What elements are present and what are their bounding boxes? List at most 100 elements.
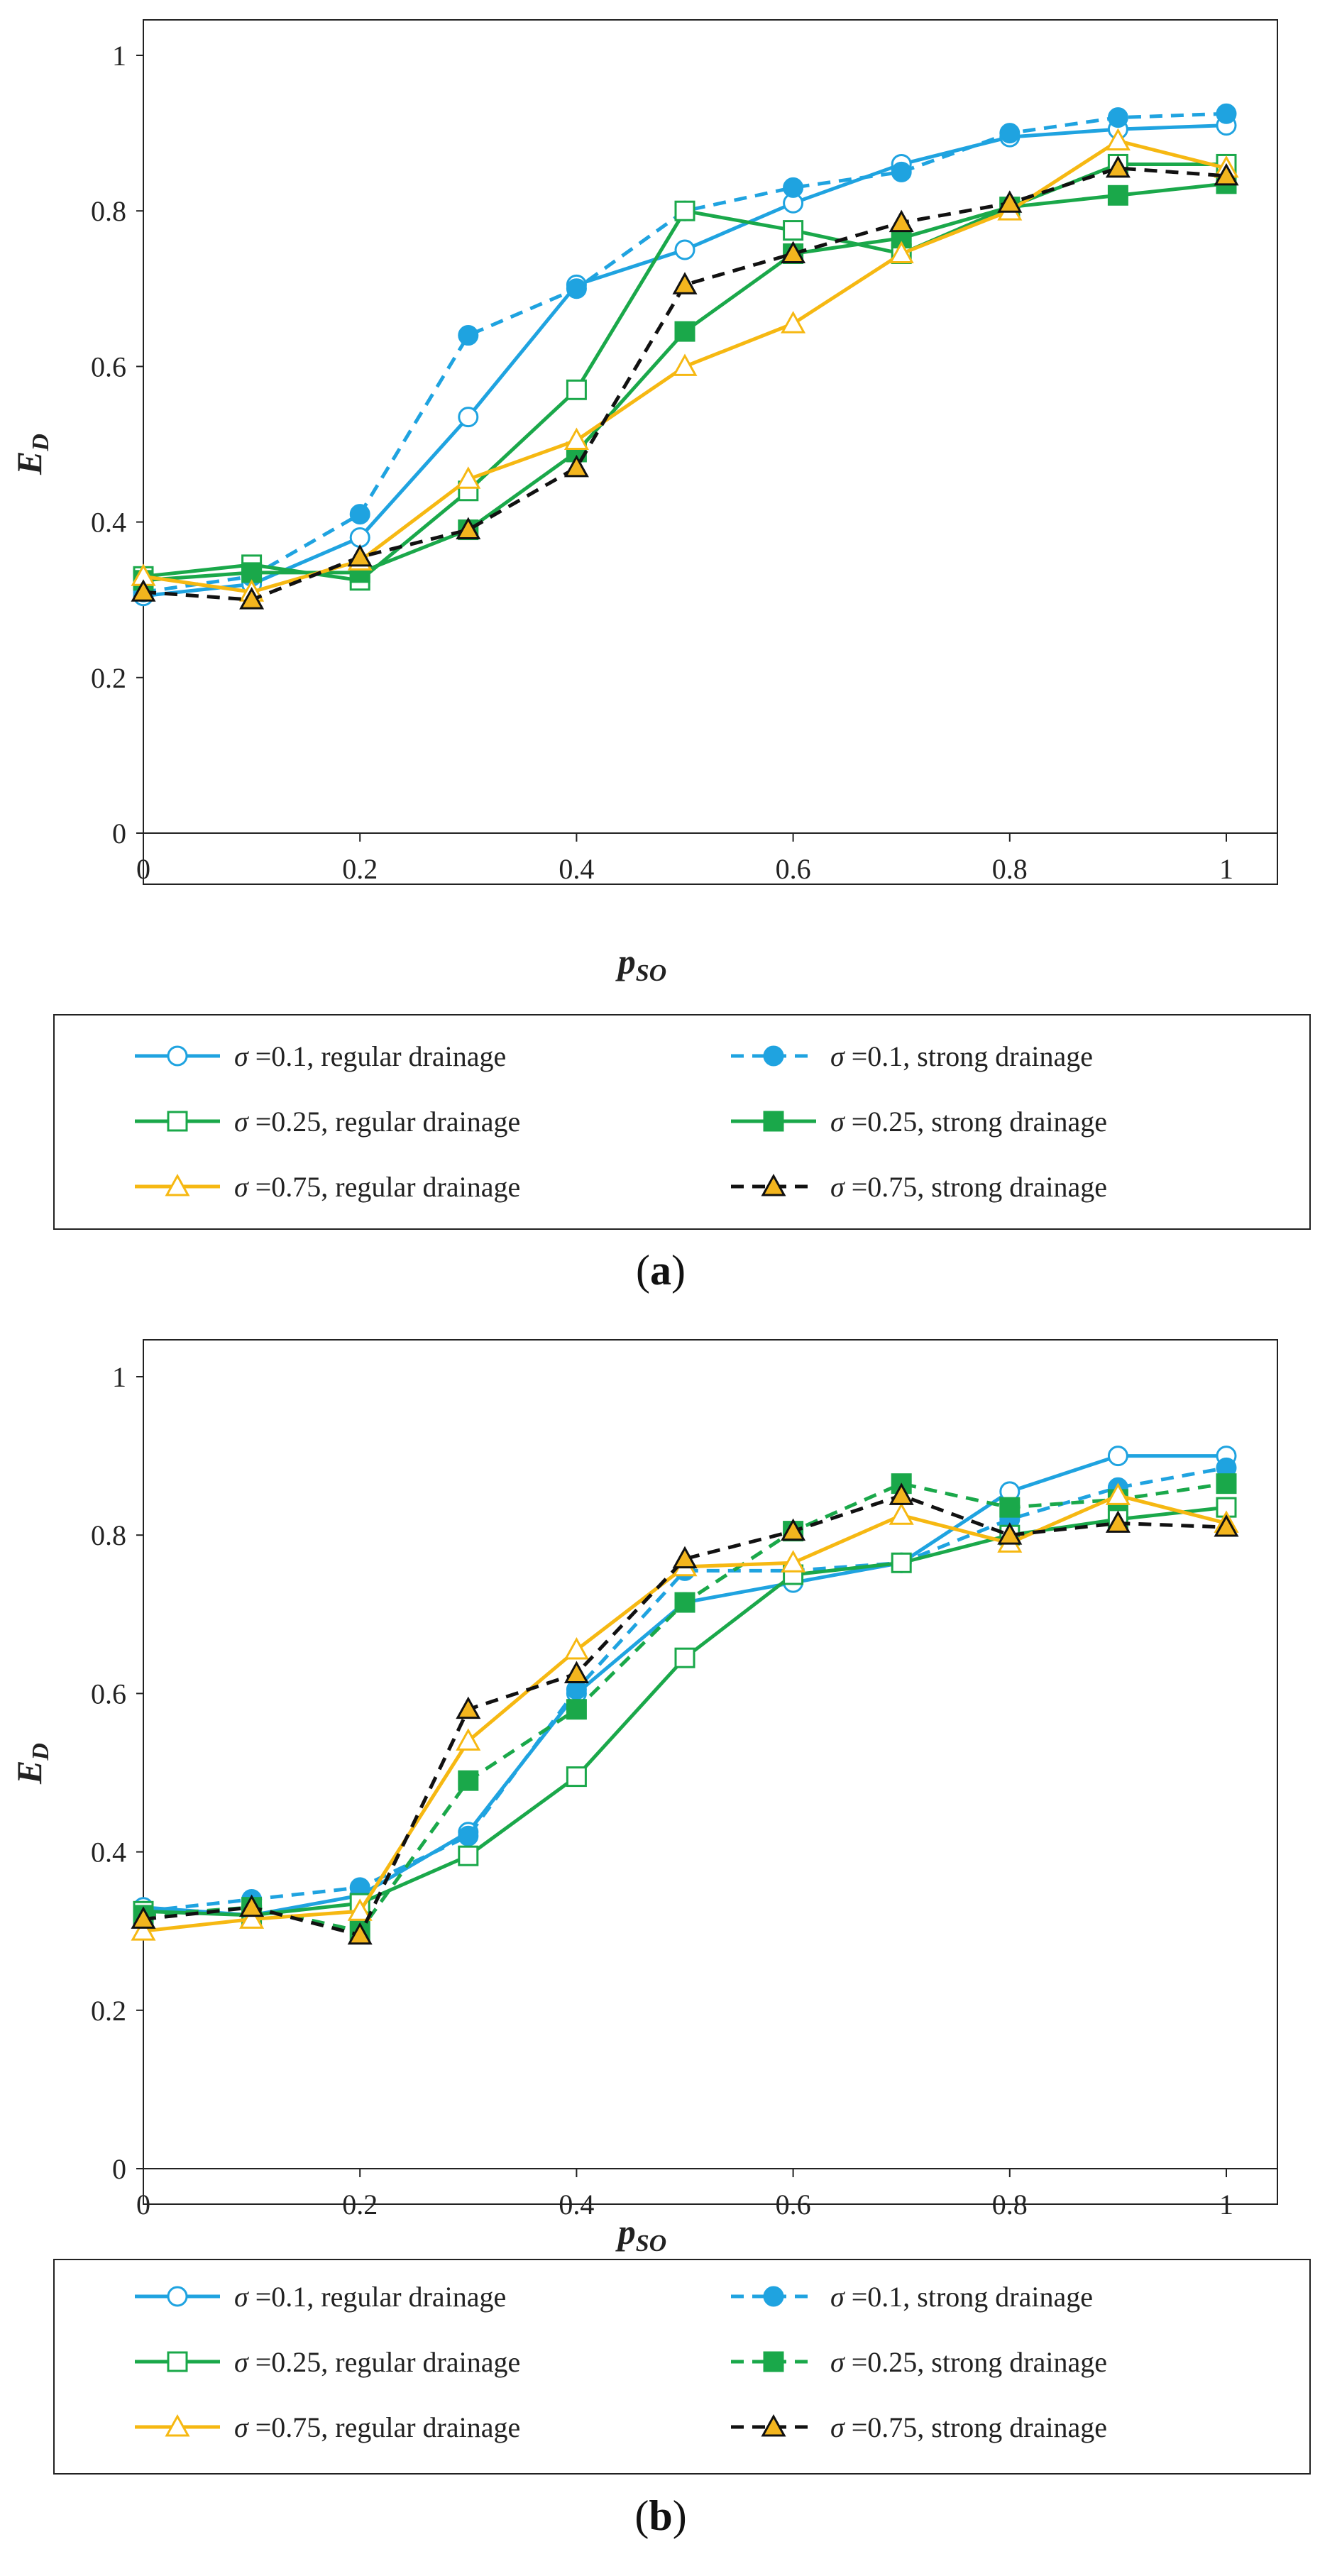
panel-b-point-s075-reg-0 bbox=[131, 1918, 156, 1941]
panel-a-legend-item-s075-reg: σ =0.75, regular drainage bbox=[135, 1171, 520, 1203]
panel-a-xtick-label-0: 0 bbox=[136, 853, 150, 885]
panel-a-point-s025-reg-4 bbox=[566, 379, 587, 400]
panel-b-legend-label-s025-str: σ =0.25, strong drainage bbox=[830, 2346, 1107, 2378]
panel-a-point-s01-str-10 bbox=[1216, 103, 1237, 124]
panel-a-legend-marker-s075-reg bbox=[165, 1173, 190, 1196]
panel-a-point-s075-reg-9 bbox=[1105, 128, 1131, 151]
panel-b-point-s075-str-10 bbox=[1214, 1514, 1239, 1537]
panel-a-legend: σ =0.1, regular drainage σ =0.1, strong d… bbox=[135, 1040, 1107, 1203]
panel-b-point-s075-reg-1 bbox=[239, 1906, 265, 1929]
panel-b-legend: σ =0.1, regular drainage σ =0.1, strong d… bbox=[135, 2281, 1107, 2443]
panel-b-legend-text-s075-str: =0.75, strong drainage bbox=[845, 2411, 1107, 2443]
panel-b-line-s01-str bbox=[143, 1465, 1227, 1913]
panel-a-point-s075-str-6 bbox=[781, 241, 806, 263]
panel-a-legend-text-s025-str: =0.25, strong drainage bbox=[845, 1106, 1107, 1138]
panel-a-point-s075-str-9 bbox=[1105, 155, 1131, 178]
panel-a-series-s075-str bbox=[131, 155, 1239, 610]
panel-a-xtick-label-4: 0.8 bbox=[992, 853, 1028, 885]
panel-a-legend-text-s075-str: =0.75, strong drainage bbox=[845, 1171, 1107, 1203]
panel-b-y-axis-title: ED bbox=[9, 1743, 54, 1785]
panel-a-point-s075-str-2 bbox=[347, 544, 373, 567]
panel-a-ytick-label-0: 0 bbox=[112, 818, 126, 849]
panel-a-label-letter: a bbox=[650, 1247, 671, 1294]
panel-a-point-s075-str-10 bbox=[1214, 163, 1239, 186]
panel-b-ytick-label-2: 0.4 bbox=[91, 1837, 126, 1868]
panel-b-legend-sigma-s01-str: σ bbox=[830, 2281, 845, 2313]
panel-a-legend-label-s025-str: σ =0.25, strong drainage bbox=[830, 1106, 1107, 1138]
panel-a-legend-item-s075-str: σ =0.75, strong drainage bbox=[731, 1171, 1107, 1203]
panel-b-y-axis-title-sub: D bbox=[28, 1743, 54, 1761]
panel-b-point-s075-str-9 bbox=[1105, 1510, 1131, 1533]
panel-a-legend-label-s075-str: σ =0.75, strong drainage bbox=[830, 1171, 1107, 1203]
panel-b-point-s025-reg-7 bbox=[891, 1552, 912, 1573]
panel-b-xtick-label-5: 1 bbox=[1219, 2189, 1233, 2220]
panel-b-point-s075-str-8 bbox=[997, 1522, 1023, 1545]
panel-a-point-s075-reg-4 bbox=[563, 427, 589, 450]
panel-b-legend-marker-s01-str bbox=[763, 2286, 784, 2307]
panel-a-legend-sigma-s075-str: σ bbox=[830, 1171, 845, 1203]
panel-b-point-s025-str-5 bbox=[674, 1592, 695, 1613]
panel-a-legend-marker-s025-reg bbox=[167, 1111, 188, 1132]
panel-b-legend-item-s01-str: σ =0.1, strong drainage bbox=[731, 2281, 1093, 2313]
panel-b-ytick-label-5: 1 bbox=[112, 1361, 126, 1393]
panel-a-ytick-label-3: 0.6 bbox=[91, 351, 126, 382]
panel-a-point-s075-str-5 bbox=[672, 272, 698, 295]
panel-a-point-s025-reg-6 bbox=[783, 220, 804, 241]
panel-a-point-s01-str-4 bbox=[566, 278, 587, 299]
panel-b-point-s075-str-4 bbox=[563, 1661, 589, 1683]
panel-b-point-s075-str-0 bbox=[131, 1906, 156, 1929]
panel-a-point-s025-str-5 bbox=[674, 321, 695, 342]
panel-b-xtick-label-1: 0.2 bbox=[342, 2189, 378, 2220]
panel-a-line-s075-str bbox=[143, 166, 1227, 602]
panel-b-legend-box bbox=[53, 2259, 1311, 2475]
panel-a-ytick-label-4: 0.8 bbox=[91, 195, 126, 227]
panel-a-point-s075-reg-3 bbox=[456, 466, 481, 489]
panel-a-point-s025-str-1 bbox=[241, 562, 263, 583]
panel-a-point-s01-str-6 bbox=[783, 177, 804, 198]
panel-b-legend-item-s01-reg: σ =0.1, regular drainage bbox=[135, 2281, 506, 2313]
panel-b-point-s01-reg-9 bbox=[1107, 1446, 1128, 1467]
panel-b-legend-text-s01-reg: =0.1, regular drainage bbox=[248, 2281, 507, 2313]
panel-a-legend-label-s075-reg: σ =0.75, regular drainage bbox=[234, 1171, 520, 1203]
panel-b-legend-sigma-s01-reg: σ bbox=[234, 2281, 249, 2313]
panel-a-point-s01-str-3 bbox=[458, 325, 479, 346]
panel-a-point-s01-reg-3 bbox=[458, 407, 479, 428]
panel-a-y-axis-title-main: E bbox=[9, 451, 49, 475]
panel-a-legend-text-s075-reg: =0.75, regular drainage bbox=[248, 1171, 521, 1203]
panel-b-legend-text-s025-str: =0.25, strong drainage bbox=[845, 2346, 1107, 2378]
svg-text:ED: ED bbox=[9, 1743, 54, 1785]
panel-b-ytick-label-4: 0.8 bbox=[91, 1519, 126, 1551]
panel-b-x-axis-title: pSO bbox=[615, 2212, 666, 2257]
panel-a-point-s01-str-7 bbox=[891, 161, 912, 182]
panel-b-legend-marker-s025-str bbox=[763, 2351, 784, 2372]
panel-a-y-axis-title-sub: D bbox=[28, 434, 54, 452]
panel-b-legend-marker-s075-str bbox=[761, 2413, 786, 2437]
panel-b-legend-label-s075-str: σ =0.75, strong drainage bbox=[830, 2411, 1107, 2443]
panel-a-point-s075-str-4 bbox=[563, 454, 589, 478]
panel-a-point-s025-str-9 bbox=[1107, 185, 1128, 206]
panel-b-point-s01-str-3 bbox=[458, 1825, 479, 1846]
panel-a-legend-sigma-s075-reg: σ bbox=[234, 1171, 249, 1203]
panel-b-point-s075-str-1 bbox=[239, 1894, 265, 1917]
panel-b-point-s075-reg-3 bbox=[456, 1728, 481, 1751]
panel-b-point-s025-str-3 bbox=[458, 1770, 479, 1791]
panel-b-point-s075-str-7 bbox=[889, 1482, 914, 1505]
svg-text:pSO: pSO bbox=[615, 942, 666, 986]
panel-a-xtick-label-1: 0.2 bbox=[342, 853, 378, 885]
panel-a-point-s075-str-0 bbox=[131, 579, 156, 602]
panel-a-ytick-label-1: 0.2 bbox=[91, 662, 126, 694]
panel-b-point-s075-str-2 bbox=[347, 1922, 373, 1945]
panel-b-point-s075-reg-4 bbox=[563, 1636, 589, 1660]
panel-a-ytick-label-2: 0.4 bbox=[91, 507, 126, 539]
panel-a-legend-text-s01-reg: =0.1, regular drainage bbox=[248, 1040, 507, 1072]
panel-b-legend-sigma-s075-str: σ bbox=[830, 2411, 845, 2443]
panel-a-point-s025-reg-5 bbox=[674, 200, 695, 221]
panel-a-label: (a) bbox=[636, 1247, 686, 1294]
panel-a-legend-sigma-s01-reg: σ bbox=[234, 1040, 249, 1072]
panel-a-point-s075-reg-7 bbox=[889, 241, 914, 263]
panel-b-legend-text-s01-str: =0.1, strong drainage bbox=[845, 2281, 1093, 2313]
panel-b-ytick-label-0: 0 bbox=[112, 2153, 126, 2185]
panel-a-point-s01-str-8 bbox=[999, 123, 1021, 144]
panel-b-point-s075-reg-7 bbox=[889, 1502, 914, 1525]
